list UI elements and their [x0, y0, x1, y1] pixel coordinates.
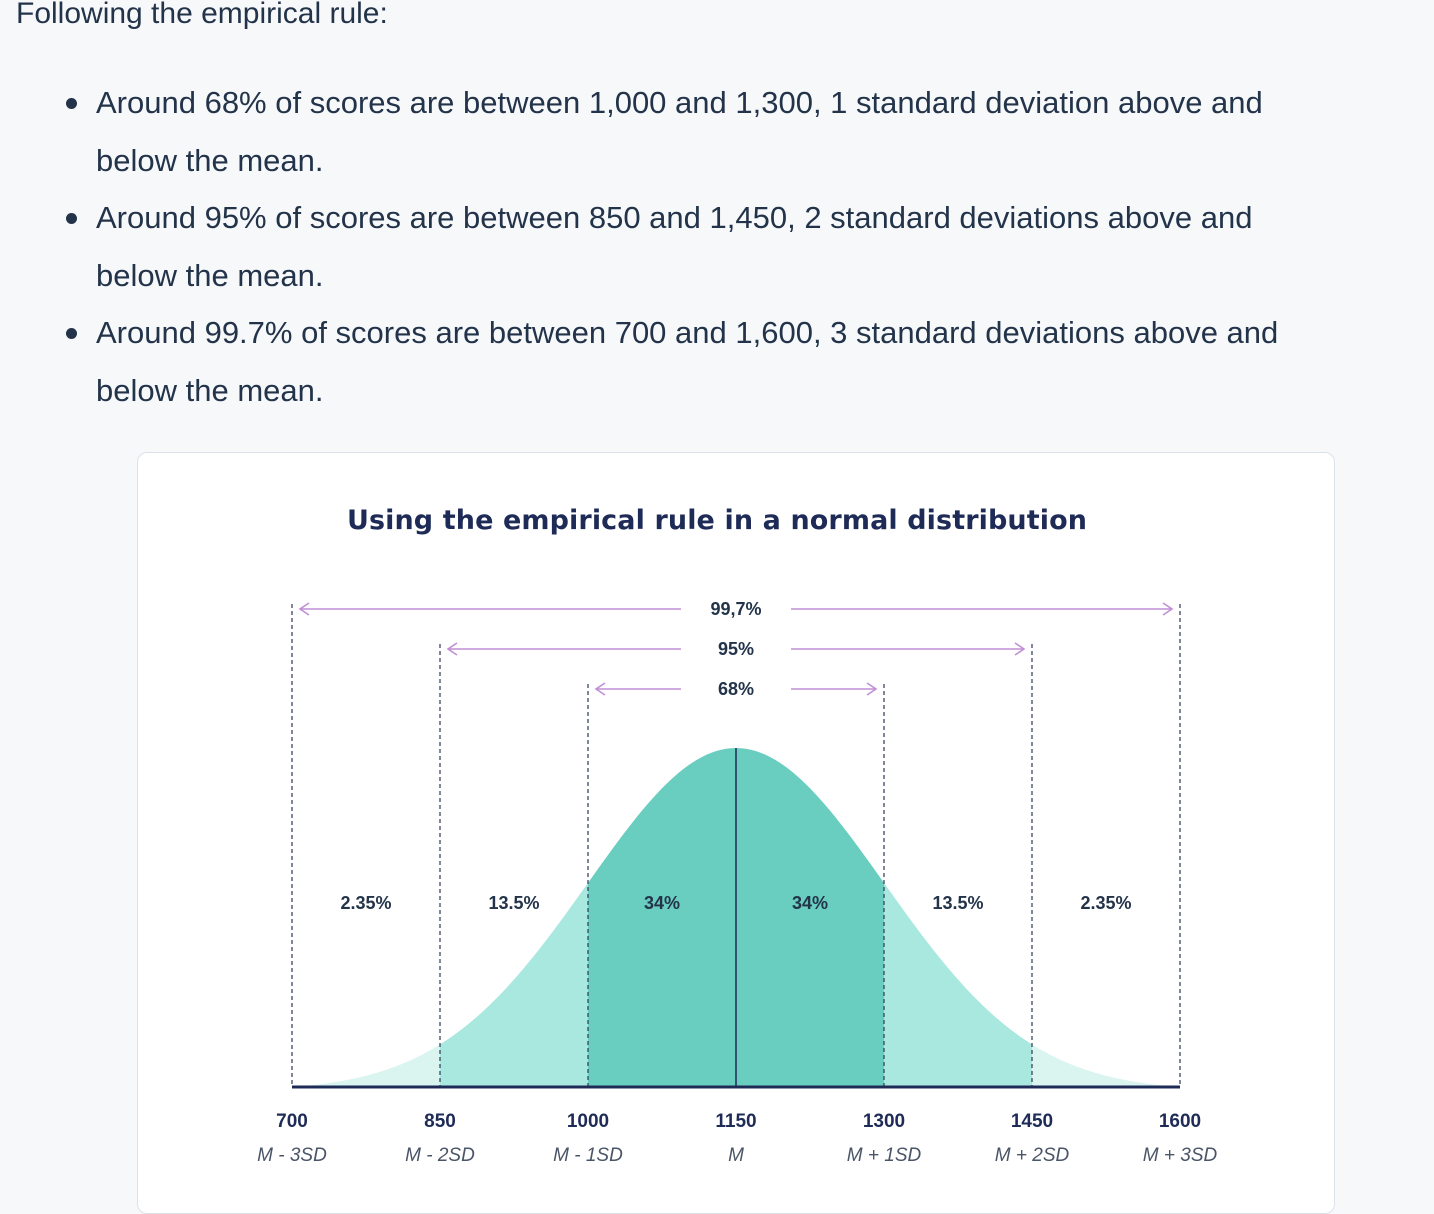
range-label: 99,7%: [710, 599, 761, 619]
tick-sublabel: M - 2SD: [405, 1145, 475, 1166]
area-outer-right: [1032, 1044, 1180, 1087]
tick-label: 1000: [567, 1111, 609, 1132]
bullet-line: Around 99.7% of scores are between 700 a…: [96, 315, 1279, 350]
area-outer-left: [292, 1044, 440, 1087]
intro-text: Following the empirical rule:: [16, 0, 388, 30]
arrowhead-left: [298, 602, 310, 616]
tick-label: 1150: [715, 1111, 756, 1132]
bullet-dot: [66, 213, 77, 224]
range-label: 68%: [718, 679, 754, 699]
arrowhead-right: [866, 682, 878, 696]
arrowhead-right: [1014, 642, 1026, 656]
segment-label: 34%: [644, 893, 680, 913]
tick-sublabel: M + 2SD: [995, 1145, 1070, 1166]
bullet-list: Around 68% of scores are between 1,000 a…: [66, 74, 1416, 419]
tick-sublabel: M + 3SD: [1143, 1145, 1218, 1166]
bullet-line: Around 95% of scores are between 850 and…: [96, 200, 1253, 235]
tick-label: 1450: [1011, 1111, 1053, 1132]
bullet-line: below the mean.: [96, 372, 324, 408]
normal-distribution-chart: 2.35% 13.5% 34% 34% 13.5% 2.35% 700 M - 3SD 850 M…: [257, 599, 1218, 1166]
bullet-line: Around 68% of scores are between 1,000 a…: [96, 85, 1263, 120]
tick-label: 700: [276, 1111, 308, 1132]
arrowhead-right: [1162, 602, 1174, 616]
tick-label: 1300: [863, 1111, 905, 1132]
tick-sublabel: M - 3SD: [257, 1145, 327, 1166]
tick-label: 1600: [1159, 1111, 1201, 1132]
tick-sublabel: M + 1SD: [847, 1145, 922, 1166]
chart-title: Using the empirical rule in a normal dis…: [346, 505, 1088, 536]
segment-label: 2.35%: [1080, 893, 1131, 913]
bullet-item-95: Around 95% of scores are between 850 and…: [66, 189, 1416, 304]
bullet-item-997: Around 99.7% of scores are between 700 a…: [66, 304, 1416, 419]
area-middle-right: [884, 882, 1032, 1087]
bullet-dot: [66, 98, 77, 109]
segment-label: 13.5%: [932, 893, 983, 913]
range-label: 95%: [718, 639, 754, 659]
segment-label: 2.35%: [340, 893, 391, 913]
bullet-line: below the mean.: [96, 257, 324, 293]
arrowhead-left: [594, 682, 606, 696]
segment-label: 13.5%: [488, 893, 539, 913]
bullet-dot: [66, 328, 77, 339]
segment-label: 34%: [792, 893, 828, 913]
tick-sublabel: M - 1SD: [553, 1145, 623, 1166]
tick-label: 850: [424, 1111, 456, 1132]
area-middle-left: [440, 882, 588, 1087]
bullet-item-68: Around 68% of scores are between 1,000 a…: [66, 74, 1416, 189]
arrowhead-left: [446, 642, 458, 656]
bullet-line: below the mean.: [96, 142, 324, 178]
tick-sublabel: M: [728, 1145, 744, 1166]
